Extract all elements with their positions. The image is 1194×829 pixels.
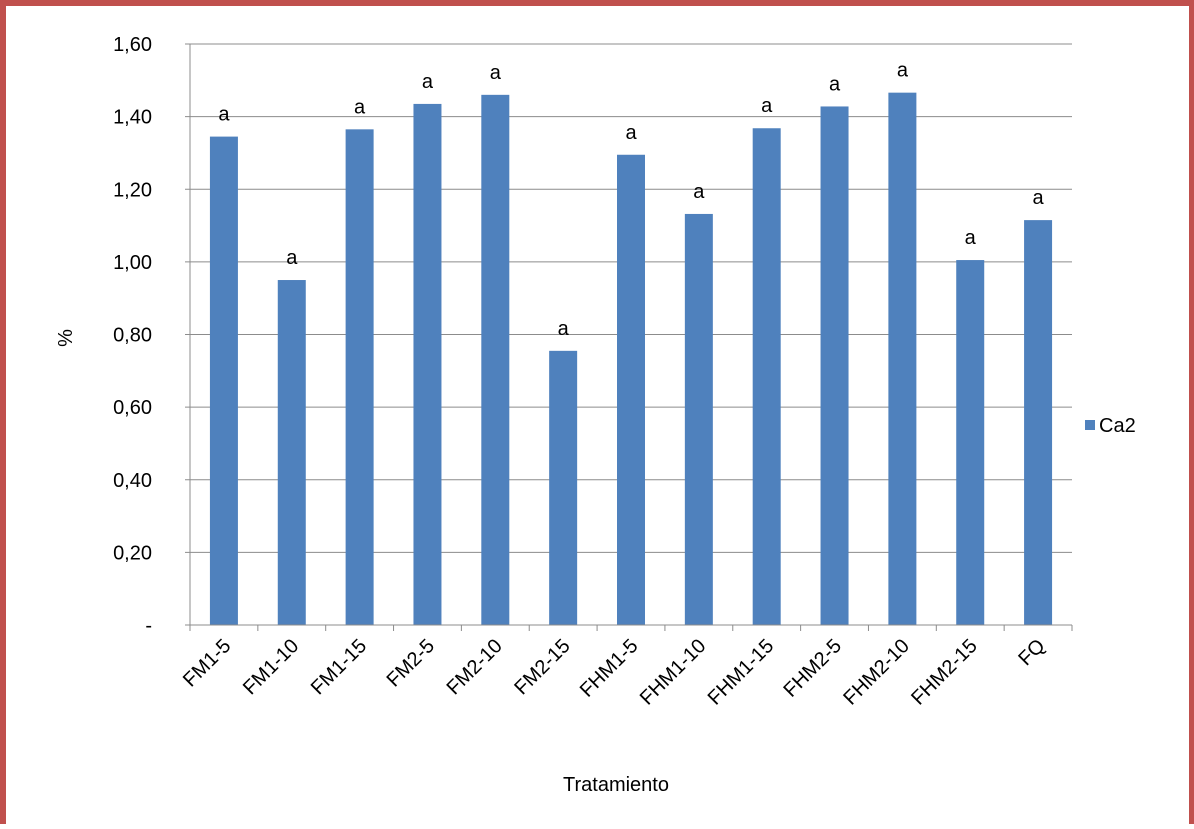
x-tick-labels: FM1-5 FM1-10 FM1-15 FM2-5 FM2-10 FM2-15 FHM1-5… <box>179 635 1050 710</box>
bar <box>617 154 645 626</box>
x-tick-label: FHM1-5 <box>576 635 643 702</box>
chart: -0,200,400,600,801,001,201,401,60 FM1-5 F… <box>55 34 1136 796</box>
x-tick-label: FHM2-5 <box>779 635 846 702</box>
bar-annotation: a <box>218 104 230 126</box>
legend-swatch <box>1085 420 1095 430</box>
x-tick-label: FHM1-10 <box>636 635 711 710</box>
legend-label: Ca2 <box>1099 415 1136 437</box>
x-tick-label: FHM1-15 <box>704 635 779 710</box>
y-tick-label: 1,40 <box>113 107 152 129</box>
data-annotations: a a a a a a a a a a a a a <box>218 60 1044 340</box>
bar <box>888 92 917 625</box>
x-tick-label: FM1-5 <box>179 635 235 691</box>
bar-annotation: a <box>490 62 502 84</box>
y-tick-label: 1,60 <box>113 34 152 56</box>
x-tick-label: FM2-10 <box>443 635 507 699</box>
legend: Ca2 <box>1085 415 1136 437</box>
bar <box>209 136 238 626</box>
y-tick-label: 0,40 <box>113 470 152 492</box>
y-axis-label: % <box>55 329 77 347</box>
x-tick-label: FQ <box>1014 635 1049 670</box>
bar <box>345 129 374 625</box>
y-tick-label: 1,20 <box>113 179 152 201</box>
y-tick-labels: - 0,20 0,40 0,60 0,80 1,00 1,20 1,40 1,60 <box>113 34 152 637</box>
bar-annotation: a <box>829 73 841 95</box>
bar <box>752 128 781 625</box>
y-tick-label: - <box>145 615 152 637</box>
bar-annotation: a <box>354 96 366 118</box>
bar-annotation: a <box>965 227 977 249</box>
x-tick-label: FM2-5 <box>383 635 439 691</box>
bar <box>549 350 578 625</box>
bar-annotation: a <box>558 318 570 340</box>
bar-annotation: a <box>625 122 637 144</box>
y-tick-label: 0,60 <box>113 397 152 419</box>
bar-annotation: a <box>1033 187 1045 209</box>
bar <box>277 280 306 625</box>
y-tick-label: 0,20 <box>113 542 152 564</box>
x-tick-label: FHM2-10 <box>839 635 914 710</box>
y-tick-label: 1,00 <box>113 252 152 274</box>
bar-annotation: a <box>897 60 909 82</box>
bar-annotation: a <box>286 247 298 269</box>
bar-annotation: a <box>422 71 434 93</box>
x-tick-label: FM2-15 <box>510 635 574 699</box>
y-tick-label: 0,80 <box>113 325 152 347</box>
bars <box>209 92 1053 626</box>
bar <box>481 94 510 625</box>
x-tick-label: FM1-15 <box>307 635 371 699</box>
bar <box>956 260 985 625</box>
bar-annotation: a <box>693 181 705 203</box>
axes <box>185 43 1073 631</box>
bar <box>413 103 442 625</box>
bar <box>820 106 849 625</box>
bar <box>1024 220 1053 625</box>
bar <box>684 213 713 625</box>
x-axis-label: Tratamiento <box>563 774 669 796</box>
x-tick-label: FHM2-15 <box>907 635 982 710</box>
x-tick-label: FM1-10 <box>239 635 303 699</box>
bar-annotation: a <box>761 95 773 117</box>
